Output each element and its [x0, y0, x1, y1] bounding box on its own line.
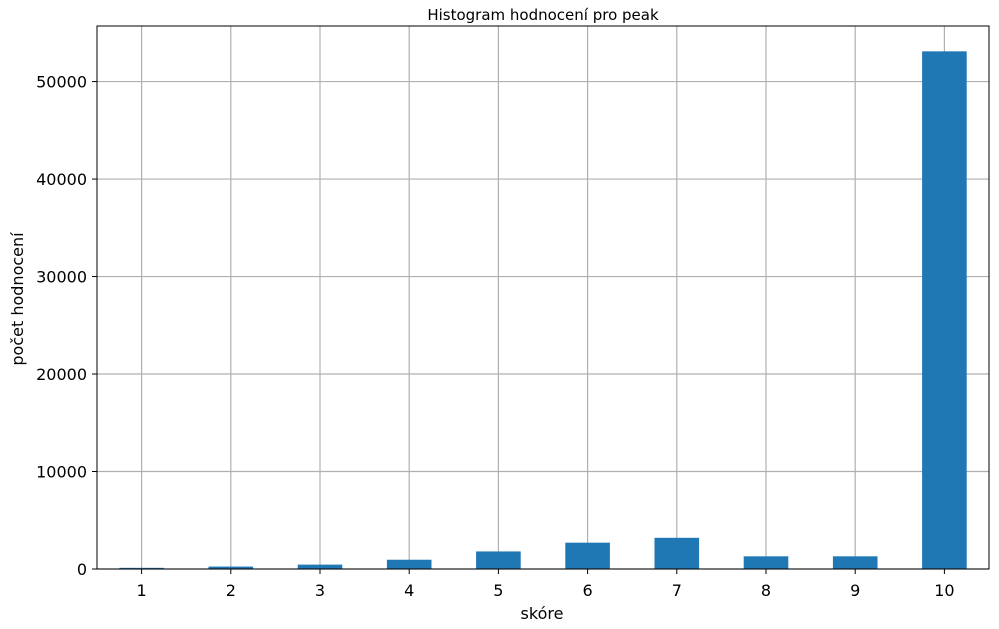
bar-2 [208, 566, 254, 569]
x-tick-label: 9 [850, 581, 860, 600]
x-tick-label: 4 [404, 581, 414, 600]
x-tick-label: 2 [226, 581, 236, 600]
bar-8 [743, 556, 789, 569]
bar-9 [832, 556, 878, 569]
bar-1 [119, 567, 164, 569]
y-tick-label: 50000 [36, 73, 87, 92]
x-tick-label: 10 [934, 581, 954, 600]
y-axis-label: počet hodnocení [8, 232, 27, 366]
bar-6 [565, 542, 610, 569]
x-tick-label: 7 [672, 581, 682, 600]
grid-lines [97, 26, 989, 570]
x-tick-label: 3 [315, 581, 325, 600]
axes [92, 25, 990, 574]
chart-title: Histogram hodnocení pro peak [427, 6, 659, 24]
y-tick-label: 40000 [36, 170, 87, 189]
x-tick-label: 1 [137, 581, 147, 600]
bar-10 [922, 51, 967, 570]
y-tick-label: 20000 [36, 365, 87, 384]
bars [119, 51, 967, 570]
bar-7 [654, 537, 700, 569]
y-tick-label: 10000 [36, 463, 87, 482]
x-axis-label: skóre [521, 604, 564, 623]
y-tick-label: 30000 [36, 268, 87, 287]
tick-labels: 1 2 3 4 5 6 7 8 9 10 0 10000 20000 30000 40000 50000 [36, 73, 954, 600]
x-tick-label: 5 [493, 581, 503, 600]
x-tick-label: 6 [583, 581, 593, 600]
bar-5 [476, 551, 521, 569]
x-tick-label: 8 [761, 581, 771, 600]
bar-4 [386, 559, 432, 569]
y-tick-label: 0 [77, 560, 87, 579]
bar-3 [297, 564, 343, 569]
plot-frame [96, 25, 990, 570]
